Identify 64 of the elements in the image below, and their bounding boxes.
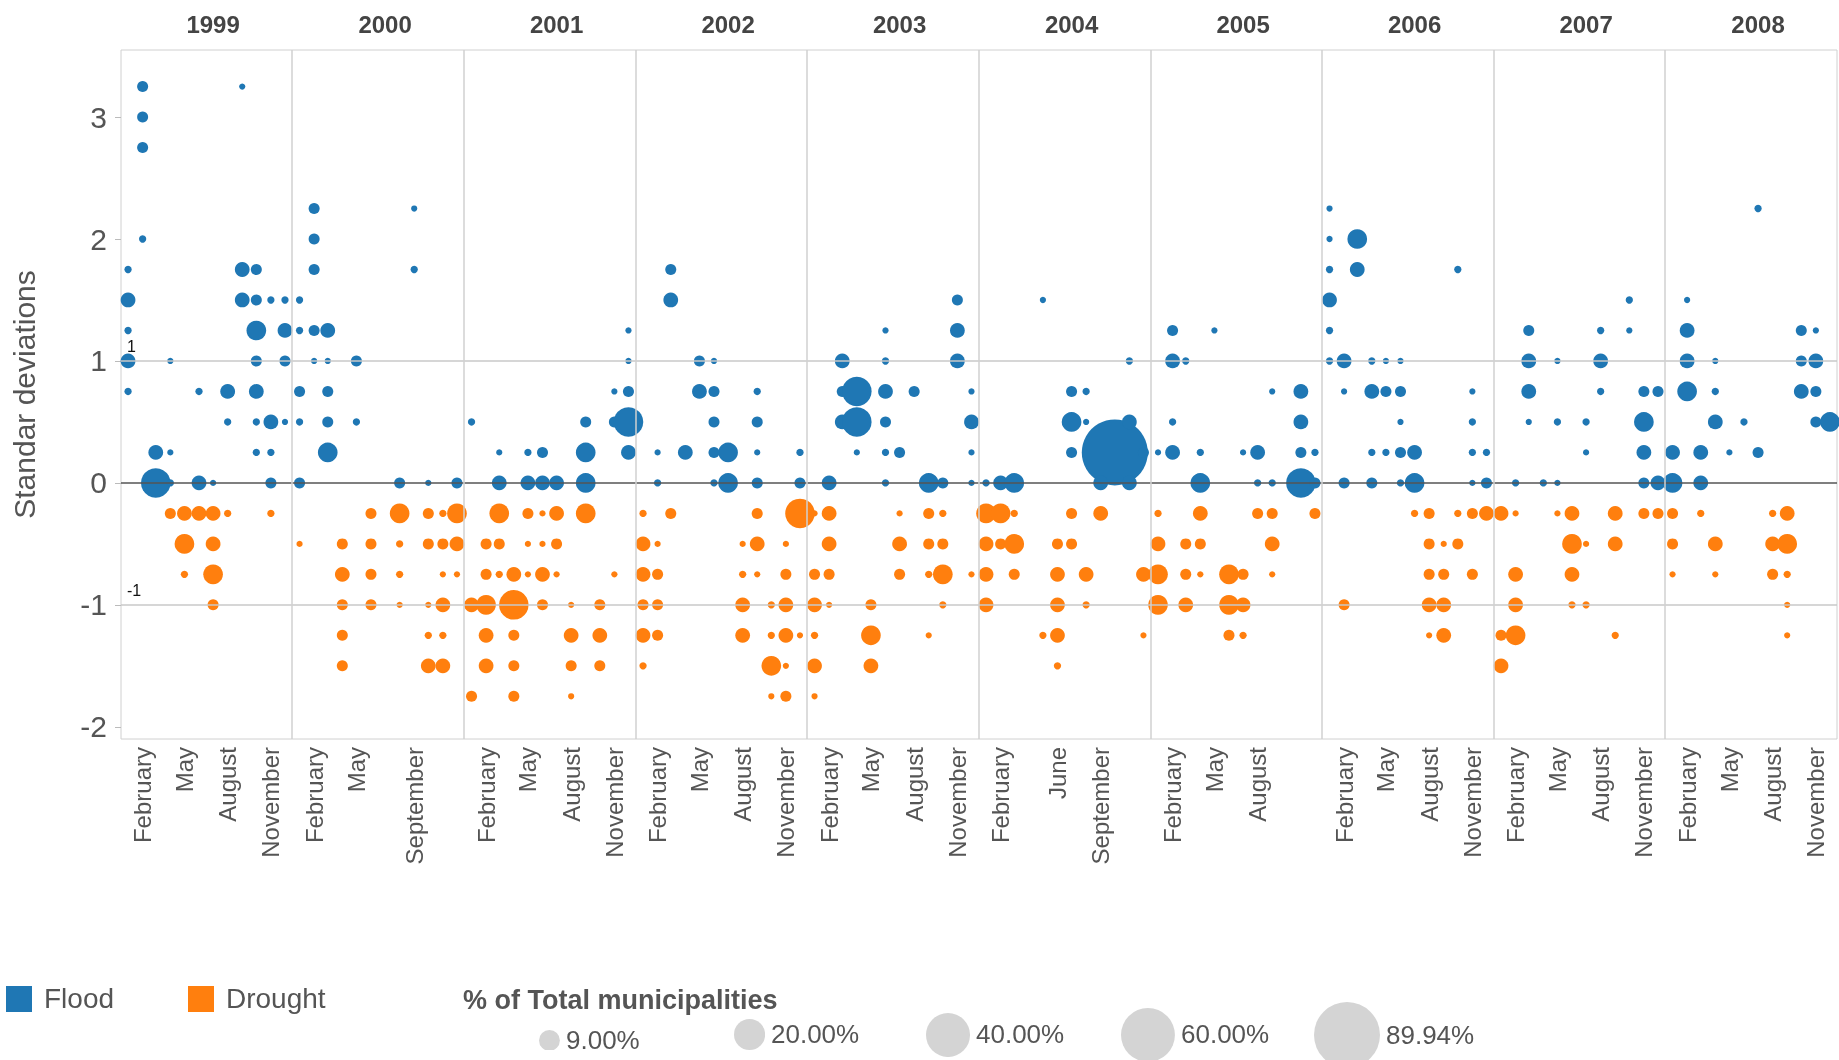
x-tick-label: August	[900, 746, 928, 822]
x-tick-label: February	[129, 747, 157, 844]
x-tick-label: August	[557, 746, 585, 822]
x-tick-label: February	[1159, 747, 1187, 844]
x-tick-label: September	[400, 747, 428, 865]
x-tick-label: June	[1043, 747, 1071, 800]
x2-tick-label: 2003	[872, 10, 927, 38]
y-tick-label: -1	[80, 588, 107, 622]
x-tick-label: November	[1802, 747, 1830, 858]
x-tick-label: February	[1330, 747, 1358, 844]
x-tick-label: August	[729, 746, 757, 822]
x2-tick-label: 2005	[1216, 10, 1270, 38]
x-tick-label: August	[1759, 746, 1787, 822]
x-tick-label: September	[1087, 747, 1115, 865]
legend-label: 60.00%	[1180, 1019, 1270, 1051]
x-tick-label: May	[1372, 747, 1400, 793]
legend-label: Flood	[44, 983, 115, 1015]
x2-tick-label: 2004	[1044, 10, 1099, 38]
x-tick-label: November	[1630, 747, 1658, 858]
x-tick-label: August	[1244, 746, 1272, 822]
x-tick-label: November	[600, 747, 628, 858]
x-tick-label: May	[1715, 747, 1743, 793]
legend-title: % of Total municipalities	[463, 985, 778, 1016]
x-tick-label: February	[987, 747, 1015, 844]
ref-line-label: -1	[127, 582, 142, 600]
x2-tick-label: 2001	[529, 10, 584, 38]
x-tick-label: May	[1543, 747, 1571, 793]
x-tick-label: May	[1200, 747, 1228, 793]
x2-tick-label: 2002	[701, 10, 755, 38]
x-tick-label: February	[472, 747, 500, 844]
x-tick-label: May	[685, 747, 713, 793]
y-axis-title: Standar deviations	[7, 270, 41, 519]
x-tick-label: May	[857, 747, 885, 793]
legend-label: 20.00%	[770, 1019, 860, 1051]
x-tick-label: November	[772, 747, 800, 858]
y-tick-label: 0	[90, 466, 107, 500]
x2-tick-label: 1999	[186, 10, 240, 38]
x-tick-label: February	[1502, 747, 1530, 844]
x-tick-label: November	[1458, 747, 1486, 858]
x-tick-label: November	[257, 747, 285, 858]
x-tick-label: August	[1587, 746, 1615, 822]
ref-line-label: 1	[127, 338, 136, 356]
x-tick-label: February	[1673, 747, 1701, 844]
x-tick-label: August	[1415, 746, 1443, 822]
y-tick-label: 1	[90, 344, 107, 378]
x-tick-label: August	[214, 746, 242, 822]
legend-label: Drought	[226, 983, 326, 1015]
x2-tick-label: 2006	[1387, 10, 1442, 38]
legend-label: 40.00%	[975, 1019, 1065, 1051]
x-tick-label: November	[943, 747, 971, 858]
x2-tick-label: 2008	[1731, 10, 1785, 38]
x-tick-label: February	[300, 747, 328, 844]
y-tick-label: -2	[80, 710, 107, 744]
x-tick-label: May	[342, 747, 370, 793]
y-tick-label: 3	[90, 100, 107, 134]
x2-tick-label: 2007	[1559, 10, 1613, 38]
x-tick-label: February	[644, 747, 672, 844]
legend-label: 9.00%	[565, 1024, 640, 1056]
x2-tick-label: 2000	[358, 10, 412, 38]
x-tick-label: May	[170, 747, 198, 793]
x-tick-label: February	[815, 747, 843, 844]
x-tick-label: May	[514, 747, 542, 793]
legend-label: 89.94%	[1386, 1019, 1475, 1051]
y-tick-label: 2	[90, 222, 107, 256]
